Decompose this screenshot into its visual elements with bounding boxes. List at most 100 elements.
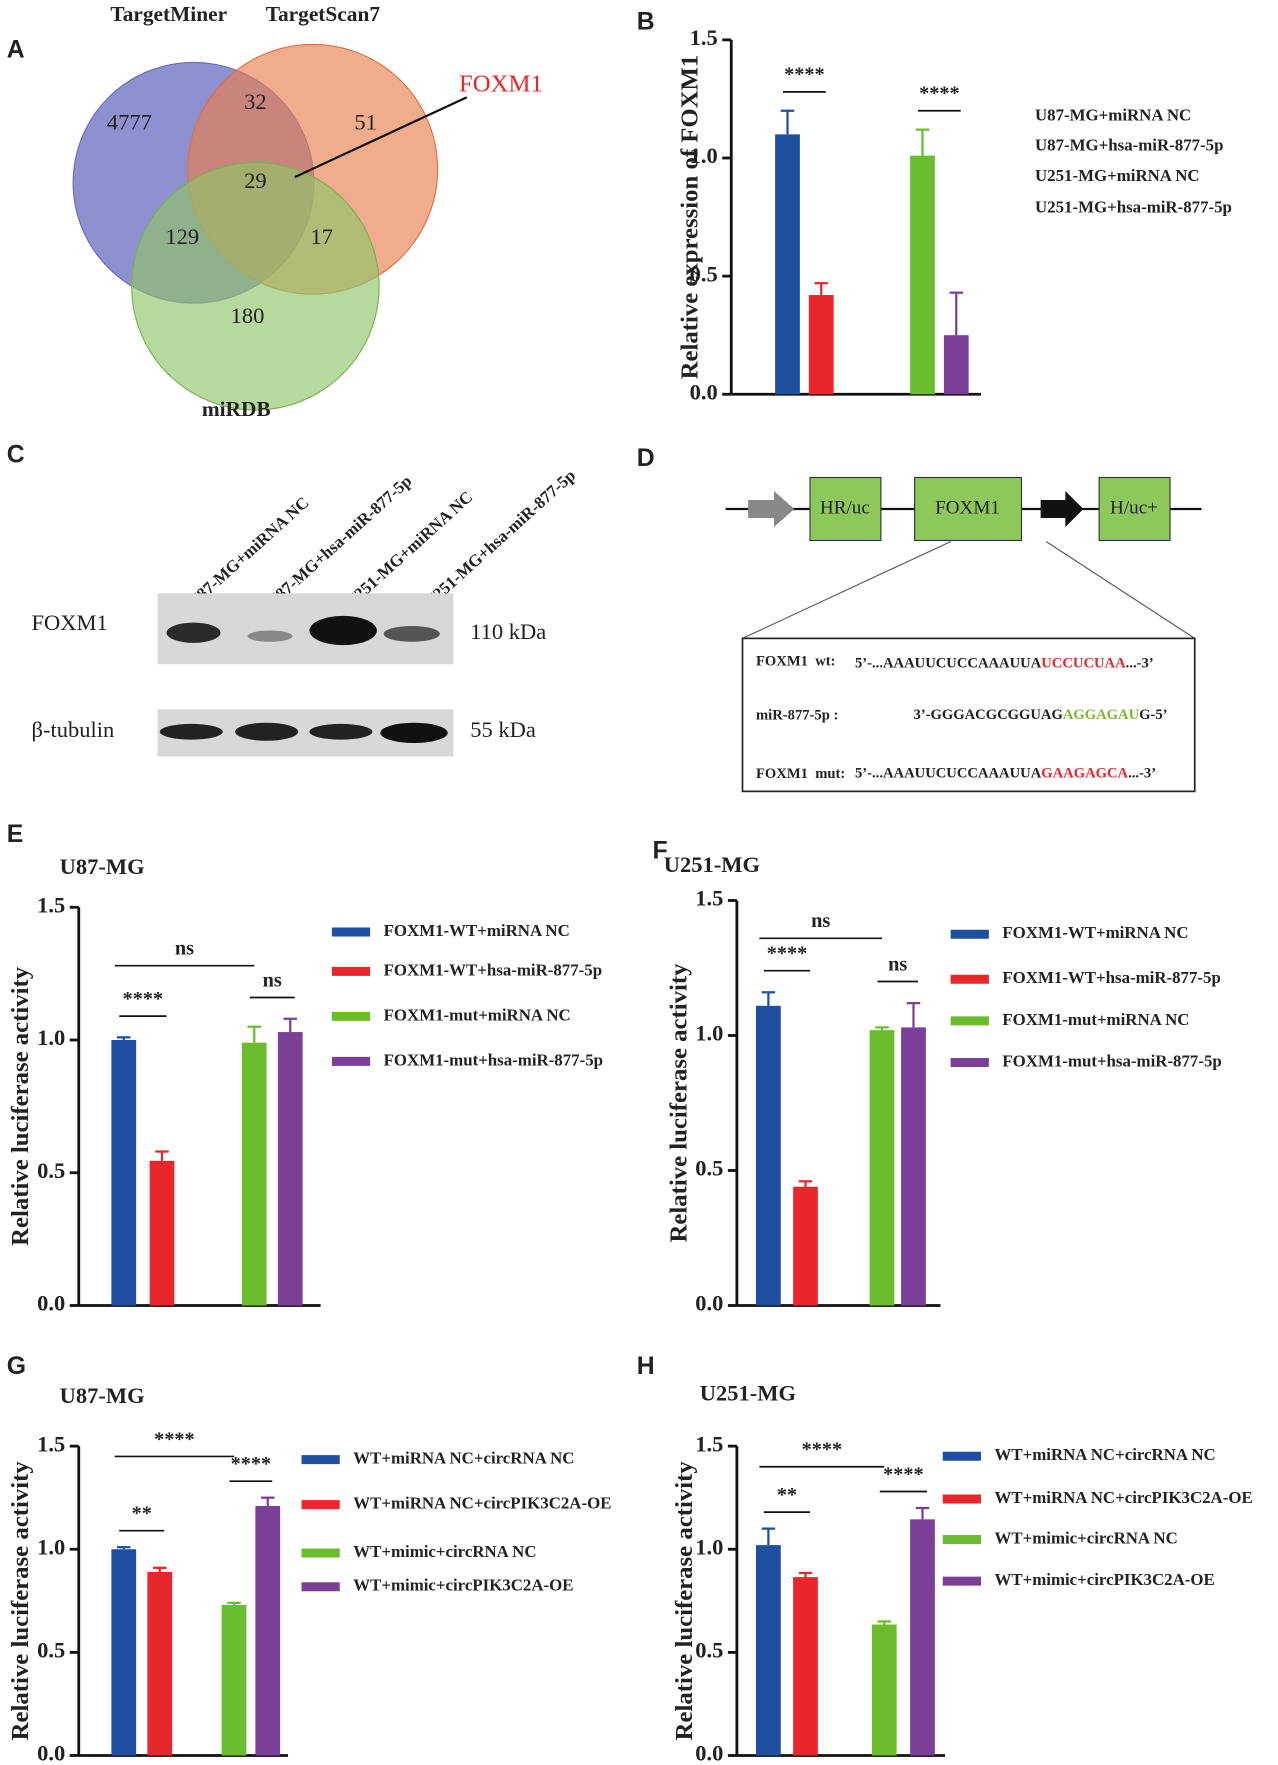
band	[235, 722, 299, 741]
chart-title: U251-MG	[700, 1381, 796, 1406]
legend-swatch	[301, 1582, 340, 1592]
legend-swatch	[950, 974, 989, 984]
legend-label: FOXM1-mut+hsa-miR-877-5p	[1002, 1051, 1221, 1070]
row-label: β-tubulin	[32, 717, 115, 742]
legend-label: U251-MG+hsa-miR-877-5p	[1035, 198, 1232, 217]
seq-site: AGGAGAU	[1063, 707, 1140, 723]
significance-label: ****	[231, 1453, 272, 1475]
venn-label: miRDB	[202, 397, 271, 421]
band	[159, 723, 223, 740]
y-tick-label: 1.5	[37, 1431, 65, 1456]
element-box	[1098, 476, 1171, 542]
significance-label: **	[777, 1484, 797, 1506]
y-tick-label: 1.5	[695, 886, 723, 911]
venn-annotation: FOXM1	[459, 71, 543, 98]
bar	[756, 1545, 781, 1756]
legend-swatch	[301, 1455, 340, 1465]
y-tick-label: 1.0	[695, 1534, 723, 1559]
y-axis-label: Relative luciferase activity	[7, 966, 34, 1246]
significance-label: ****	[784, 64, 825, 86]
y-tick-label: 1.0	[37, 1025, 65, 1050]
band	[380, 722, 448, 743]
row-label: FOXM1	[32, 610, 108, 635]
venn-count: 32	[244, 89, 267, 114]
legend-label: WT+mimic+circPIK3C2A-OE	[995, 1570, 1215, 1589]
significance-label: ****	[154, 1428, 195, 1450]
lane-label: U87-MG+hsa-miR-877-5p	[263, 471, 416, 611]
bar	[793, 1577, 818, 1756]
legend-label: FOXM1-WT+miRNA NC	[384, 921, 570, 940]
lane-label: U251-MG+hsa-miR-877-5p	[420, 466, 579, 612]
venn-count: 29	[244, 168, 267, 193]
venn-count: 17	[311, 224, 334, 249]
y-tick-label: 0.0	[690, 379, 718, 404]
sequence-box	[741, 637, 1196, 793]
legend-swatch	[331, 966, 371, 976]
chart-title: U87-MG	[60, 1383, 145, 1408]
panel-letter: C	[7, 442, 25, 469]
size-label: 110 kDa	[470, 619, 546, 644]
venn: TargetMiner TargetScan7 miRDB 4777 32 51…	[72, 2, 543, 421]
y-tick-label: 0.5	[690, 261, 718, 286]
bar	[111, 1040, 137, 1306]
seq-part: ...-3’	[1128, 766, 1156, 782]
seq-part: ...-3’	[1126, 656, 1154, 672]
y-tick-label: 1.5	[37, 892, 65, 917]
significance-label: ns	[811, 910, 830, 932]
y-tick-label: 1.0	[37, 1534, 65, 1559]
seq-label: FOXM1 mut:	[756, 766, 845, 782]
band	[166, 622, 221, 643]
significance-label: ****	[123, 988, 164, 1010]
significance-label: ****	[883, 1463, 924, 1485]
seq-part: 5’-...AAAUUCUCCAAAUUA	[855, 656, 1042, 672]
seq-label: FOXM1 wt:	[756, 653, 836, 669]
seq-part: G-5’	[1139, 707, 1167, 723]
diagram: HR/uc FOXM1 H/uc+ FOXM1 wt: 5’-...AAAUUC…	[725, 476, 1202, 793]
bar	[793, 1186, 818, 1306]
significance-label: ns	[263, 969, 282, 991]
band	[309, 615, 377, 646]
zoom-line	[1045, 541, 1196, 639]
legend-label: FOXM1-mut+miRNA NC	[384, 1005, 571, 1024]
panel-letter: E	[7, 821, 24, 848]
y-tick-label: 0.0	[37, 1741, 65, 1765]
legend-swatch	[942, 1494, 981, 1504]
y-tick-label: 0.0	[695, 1741, 723, 1765]
legend-swatch	[331, 1056, 371, 1066]
arrow	[1040, 491, 1084, 527]
legend-swatch	[950, 1058, 989, 1067]
legend-swatch	[331, 927, 371, 937]
bar	[775, 134, 800, 395]
significance-label: ****	[919, 83, 960, 105]
bar	[241, 1042, 267, 1306]
legend-label: WT+mimic+circPIK3C2A-OE	[353, 1576, 573, 1595]
legend-swatch	[301, 1548, 340, 1558]
promoter-arrow	[748, 491, 795, 527]
chart-title: U87-MG	[60, 854, 145, 879]
y-axis-label: Relative luciferase activity	[7, 1461, 34, 1741]
y-tick-label: 0.0	[37, 1291, 65, 1316]
pointer-line	[294, 96, 468, 179]
y-tick-label: 0.5	[37, 1638, 65, 1663]
y-tick-label: 0.0	[695, 1291, 723, 1316]
element-label: HR/uc	[820, 497, 870, 518]
y-tick-label: 0.5	[695, 1638, 723, 1663]
panel-letter: F	[653, 838, 668, 865]
legend-label: WT+miRNA NC+circRNA NC	[353, 1449, 574, 1468]
legend-label: WT+miRNA NC+circPIK3C2A-OE	[353, 1494, 611, 1513]
sequence: 5’-...AAAUUCUCCAAAUUAGAAGAGCA...-3’	[855, 766, 1156, 782]
bar	[277, 1032, 303, 1306]
panel-letter: H	[637, 1353, 655, 1380]
legend-swatch	[331, 1011, 371, 1021]
legend-swatch	[950, 929, 989, 939]
venn-set	[131, 161, 380, 411]
legend-label: U87-MG+hsa-miR-877-5p	[1035, 136, 1224, 155]
bar	[808, 295, 834, 395]
significance-label: ns	[888, 953, 907, 975]
element-label: FOXM1	[935, 497, 1000, 518]
legend-swatch	[942, 1576, 981, 1586]
bar	[910, 1519, 935, 1756]
zoom-line	[742, 541, 951, 639]
element-box	[809, 476, 882, 542]
